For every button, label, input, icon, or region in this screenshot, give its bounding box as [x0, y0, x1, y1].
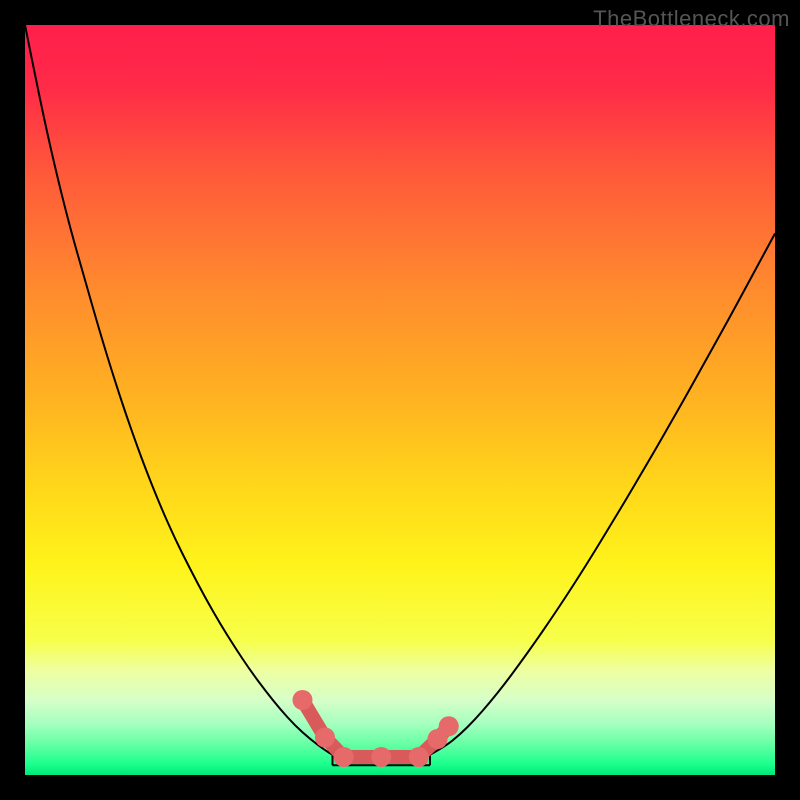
chart-stage: TheBottleneck.com	[0, 0, 800, 800]
marker-dot	[371, 747, 391, 767]
marker-dot	[293, 690, 313, 710]
marker-dot	[315, 728, 335, 748]
watermark-text: TheBottleneck.com	[593, 6, 790, 32]
bottleneck-chart-svg	[0, 0, 800, 800]
marker-dot	[439, 716, 459, 736]
plot-area	[25, 25, 775, 775]
marker-dot	[334, 747, 354, 767]
marker-dot	[409, 747, 429, 767]
